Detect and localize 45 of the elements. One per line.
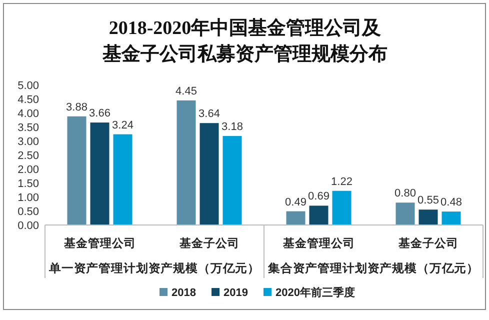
data-label: 0.49 xyxy=(285,196,306,208)
bar xyxy=(286,211,306,225)
data-label: 3.88 xyxy=(66,101,88,114)
legend-label: 2018 xyxy=(172,287,196,299)
y-tick-label: 4.50 xyxy=(18,94,39,106)
y-tick-label: 2.00 xyxy=(18,164,39,176)
data-label: 0.48 xyxy=(440,196,462,209)
y-tick-label: 0.00 xyxy=(18,220,39,232)
bar xyxy=(67,116,86,225)
data-label: 4.45 xyxy=(176,85,197,98)
bar xyxy=(113,134,132,225)
legend-label: 2019 xyxy=(224,287,248,299)
bar xyxy=(90,122,110,225)
bar xyxy=(309,206,328,225)
data-label: 3.66 xyxy=(89,108,110,120)
data-label: 0.80 xyxy=(394,188,416,200)
y-tick-label: 1.50 xyxy=(18,178,39,190)
y-tick-label: 4.00 xyxy=(18,108,39,120)
x-tick-label: 基金管理公司 xyxy=(282,236,355,250)
legend-label: 2020年前三季度 xyxy=(276,286,355,299)
x-tick-label: 基金管理公司 xyxy=(62,236,136,250)
bar xyxy=(418,210,438,225)
bar xyxy=(200,123,219,225)
y-tick-label: 0.50 xyxy=(18,206,39,218)
x-tick-label: 基金子公司 xyxy=(178,236,240,250)
data-label: 3.24 xyxy=(112,119,134,132)
bar xyxy=(442,212,461,225)
data-label: 1.22 xyxy=(331,176,352,188)
text: 集合资产管理计划资产规模（万亿元） xyxy=(266,261,479,275)
data-label: 3.64 xyxy=(198,108,220,120)
y-tick-label: 1.00 xyxy=(18,192,39,204)
chart-title: 2018-2020年中国基金管理公司及基金子公司私募资产管理规模分布 xyxy=(102,17,388,65)
data-label: 0.55 xyxy=(418,194,439,207)
text: 单一资产管理计划资产规模（万亿元） xyxy=(48,261,260,275)
data-label: 3.18 xyxy=(222,120,243,133)
y-tick-label: 3.50 xyxy=(18,122,39,134)
bar xyxy=(396,202,415,225)
bar xyxy=(222,136,242,225)
data-label: 0.69 xyxy=(308,190,330,203)
bar xyxy=(332,190,352,225)
y-tick-label: 2.50 xyxy=(18,150,39,162)
x-tick-label: 基金子公司 xyxy=(397,236,458,250)
y-tick-label: 3.00 xyxy=(18,136,39,148)
bar xyxy=(176,100,196,225)
y-tick-label: 5.00 xyxy=(18,80,39,92)
